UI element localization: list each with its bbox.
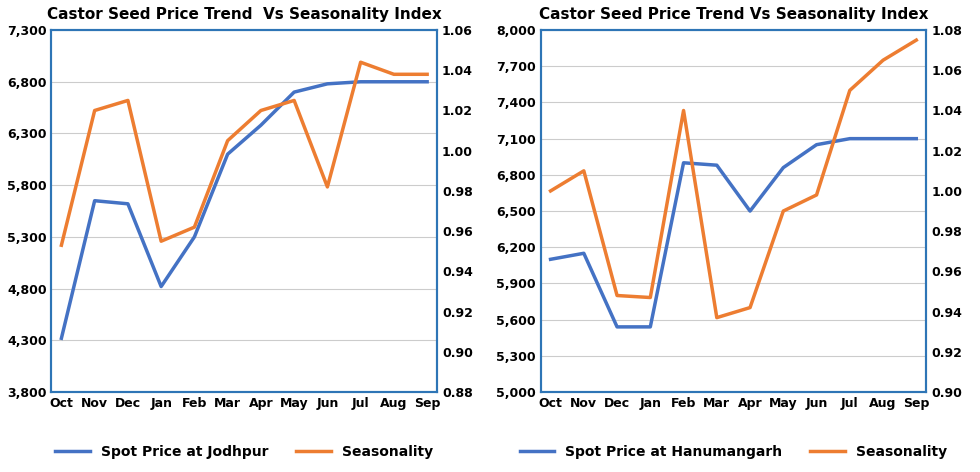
Spot Price at Jodhpur	[288, 89, 300, 95]
Seasonality	[221, 138, 233, 143]
Seasonality	[288, 98, 300, 103]
Legend: Spot Price at Jodhpur, Seasonality: Spot Price at Jodhpur, Seasonality	[50, 439, 439, 465]
Spot Price at Hanumangarh	[578, 251, 590, 256]
Spot Price at Hanumangarh	[710, 162, 722, 168]
Spot Price at Jodhpur	[155, 284, 167, 289]
Spot Price at Hanumangarh	[810, 142, 822, 148]
Spot Price at Jodhpur	[89, 198, 101, 203]
Seasonality	[56, 243, 68, 248]
Spot Price at Jodhpur	[188, 234, 200, 240]
Line: Spot Price at Hanumangarh: Spot Price at Hanumangarh	[551, 139, 916, 327]
Spot Price at Hanumangarh	[612, 324, 623, 330]
Spot Price at Hanumangarh	[877, 136, 889, 142]
Seasonality	[645, 295, 657, 300]
Seasonality	[877, 58, 889, 63]
Seasonality	[122, 98, 134, 103]
Title: Castor Seed Price Trend Vs Seasonality Index: Castor Seed Price Trend Vs Seasonality I…	[539, 7, 928, 22]
Seasonality	[89, 108, 101, 113]
Line: Spot Price at Jodhpur: Spot Price at Jodhpur	[62, 82, 427, 338]
Spot Price at Hanumangarh	[744, 208, 756, 214]
Seasonality	[355, 59, 367, 65]
Seasonality	[710, 315, 722, 320]
Spot Price at Hanumangarh	[844, 136, 856, 142]
Seasonality	[678, 108, 690, 113]
Seasonality	[421, 71, 433, 77]
Spot Price at Jodhpur	[421, 79, 433, 84]
Spot Price at Hanumangarh	[645, 324, 657, 330]
Seasonality	[321, 184, 333, 190]
Spot Price at Jodhpur	[388, 79, 400, 84]
Seasonality	[578, 168, 590, 174]
Seasonality	[910, 37, 922, 43]
Seasonality	[612, 293, 623, 298]
Seasonality	[255, 108, 267, 113]
Line: Seasonality: Seasonality	[551, 40, 916, 318]
Spot Price at Jodhpur	[122, 201, 134, 207]
Spot Price at Jodhpur	[56, 336, 68, 341]
Seasonality	[545, 188, 557, 194]
Spot Price at Jodhpur	[355, 79, 367, 84]
Spot Price at Hanumangarh	[545, 256, 557, 262]
Spot Price at Jodhpur	[321, 81, 333, 87]
Seasonality	[388, 71, 400, 77]
Spot Price at Hanumangarh	[910, 136, 922, 142]
Seasonality	[844, 87, 856, 93]
Spot Price at Hanumangarh	[678, 160, 690, 166]
Seasonality	[744, 305, 756, 311]
Spot Price at Hanumangarh	[777, 165, 789, 170]
Seasonality	[188, 224, 200, 230]
Line: Seasonality: Seasonality	[62, 62, 427, 245]
Legend: Spot Price at Hanumangarh, Seasonality: Spot Price at Hanumangarh, Seasonality	[514, 439, 953, 465]
Seasonality	[810, 192, 822, 198]
Spot Price at Jodhpur	[221, 152, 233, 157]
Seasonality	[777, 208, 789, 214]
Spot Price at Jodhpur	[255, 122, 267, 128]
Seasonality	[155, 238, 167, 244]
Title: Castor Seed Price Trend  Vs Seasonality Index: Castor Seed Price Trend Vs Seasonality I…	[47, 7, 442, 22]
